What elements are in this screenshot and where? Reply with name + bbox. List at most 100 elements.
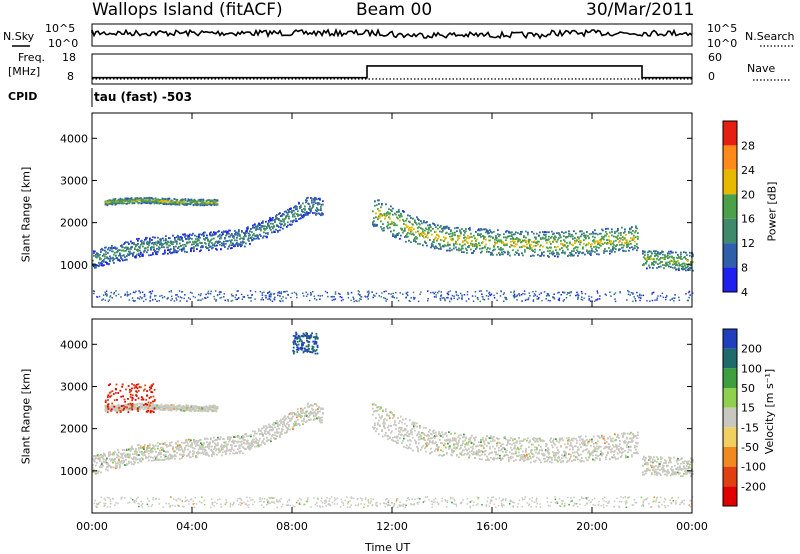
data-point [466, 252, 468, 254]
data-point [188, 454, 190, 456]
data-point [441, 227, 443, 230]
data-point [125, 408, 128, 411]
data-point [321, 416, 323, 419]
data-point [132, 199, 135, 202]
data-point [150, 407, 153, 410]
data-point [484, 245, 486, 248]
data-point [193, 199, 196, 202]
data-point [674, 263, 676, 265]
data-point [411, 431, 413, 434]
data-point [205, 405, 208, 407]
data-point [176, 405, 179, 407]
data-point [421, 446, 423, 449]
data-point [252, 224, 254, 227]
data-point [505, 231, 507, 233]
data-point [448, 431, 450, 434]
data-point [382, 422, 384, 425]
data-point [439, 434, 441, 437]
data-point [432, 222, 434, 225]
data-point [258, 430, 260, 432]
data-point [133, 456, 135, 459]
data-point [189, 241, 191, 244]
data-point [231, 247, 233, 249]
data-point [142, 200, 145, 202]
noise-point [516, 295, 518, 298]
data-point [546, 242, 548, 244]
data-point [583, 243, 585, 245]
data-point [232, 236, 234, 238]
data-point [440, 441, 442, 444]
data-point [111, 409, 114, 412]
noise-point [152, 299, 154, 301]
noise-point [268, 290, 271, 293]
data-point [575, 252, 577, 254]
data-point [376, 204, 378, 206]
data-point [315, 202, 317, 205]
noise-point [296, 294, 298, 296]
data-point [231, 244, 233, 247]
data-point [225, 240, 227, 243]
data-point [105, 459, 107, 462]
data-point [172, 408, 175, 411]
data-point [172, 202, 175, 204]
data-point [589, 250, 591, 253]
power-ground-noise [92, 290, 694, 303]
data-point [160, 453, 162, 456]
data-point [254, 226, 256, 229]
data-point [237, 234, 239, 237]
data-point [113, 258, 115, 260]
data-point [137, 202, 140, 205]
data-point [417, 227, 419, 229]
data-point [383, 421, 385, 423]
data-point [219, 438, 221, 441]
noise-point [489, 294, 492, 297]
data-point [637, 232, 639, 234]
data-point [157, 405, 160, 408]
data-point [211, 445, 213, 448]
data-point [222, 242, 224, 245]
data-point [389, 411, 391, 414]
data-point [261, 222, 263, 224]
data-point [319, 197, 321, 200]
noise-point [659, 295, 662, 297]
data-point [161, 246, 163, 249]
data-point [242, 240, 244, 243]
data-point [454, 231, 456, 234]
data-point [126, 464, 128, 466]
data-point [644, 251, 646, 254]
data-point [100, 471, 102, 474]
data-point [605, 242, 607, 245]
data-point [489, 229, 491, 232]
data-point [681, 267, 683, 270]
data-point [115, 203, 118, 205]
data-point [198, 440, 200, 442]
data-point [468, 244, 470, 247]
data-point [137, 454, 139, 456]
noise-point [264, 294, 267, 297]
data-point [251, 236, 253, 239]
data-point [476, 246, 478, 249]
noise-point [427, 299, 429, 302]
noise-point [489, 293, 491, 296]
noise-point [575, 294, 577, 297]
data-point [611, 250, 613, 253]
data-point [288, 417, 290, 420]
data-point [517, 240, 519, 243]
noise-point [293, 291, 296, 294]
noise-point [311, 290, 314, 293]
noise-point [342, 298, 344, 301]
data-point [155, 451, 157, 453]
noise-point [406, 291, 409, 294]
data-point [433, 239, 435, 241]
data-point [263, 225, 265, 228]
data-point [390, 230, 392, 233]
data-point [379, 214, 381, 217]
data-point [111, 199, 114, 202]
noise-point [537, 298, 540, 300]
data-point [304, 207, 306, 210]
data-point [133, 251, 135, 254]
noise-point [532, 290, 534, 293]
data-point [141, 457, 143, 460]
data-point [112, 259, 114, 262]
data-point [541, 253, 543, 256]
